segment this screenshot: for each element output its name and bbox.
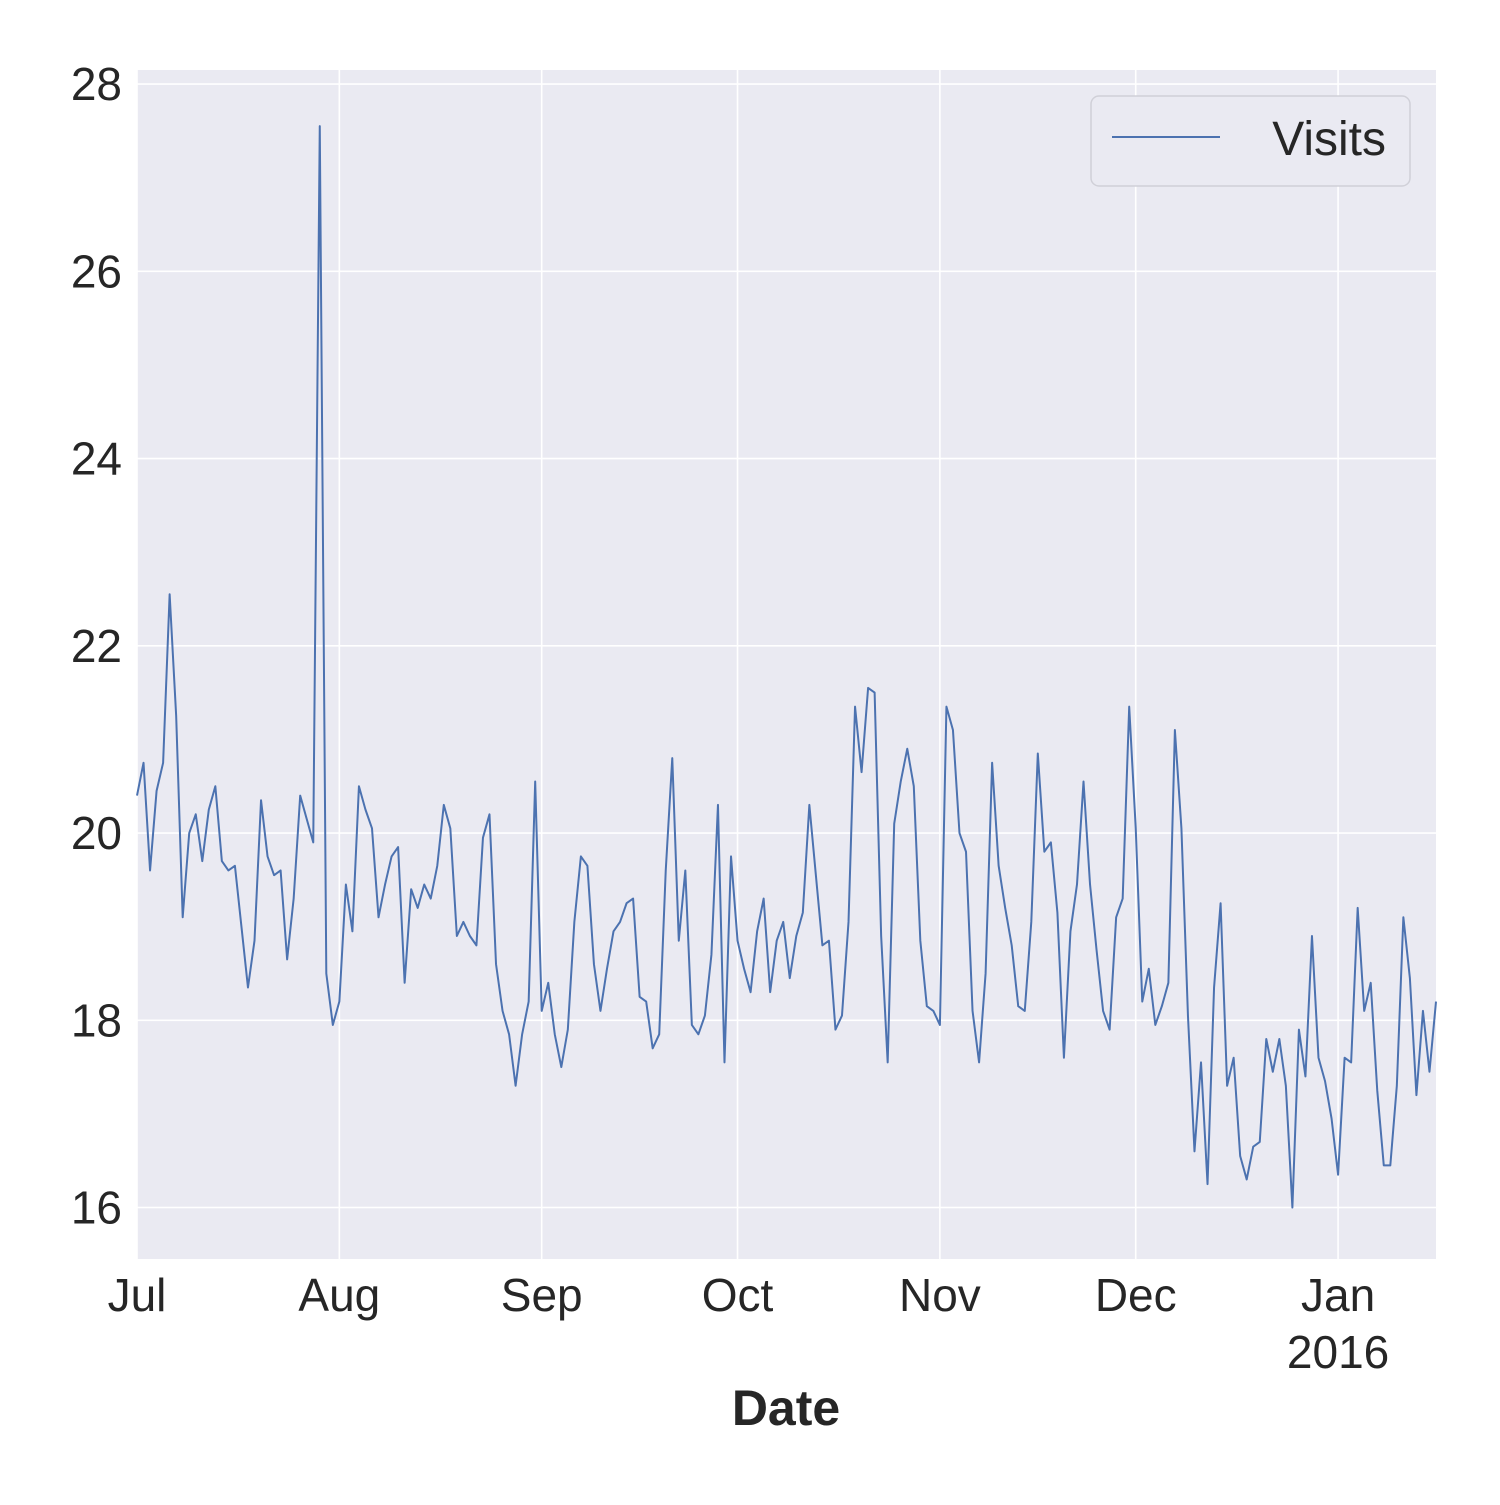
x-tick-label: Nov — [899, 1269, 981, 1321]
series-line-visits — [136, 125, 1437, 1209]
y-tick-label: 26 — [71, 245, 122, 297]
y-tick-label: 20 — [71, 807, 122, 859]
series-layer — [136, 125, 1437, 1209]
x-axis-label: Date — [732, 1380, 840, 1436]
plot-background — [137, 70, 1436, 1259]
y-tick-label: 18 — [71, 994, 122, 1046]
grid-lines — [136, 70, 1436, 1259]
y-tick-label: 22 — [71, 620, 122, 672]
y-tick-label: 24 — [71, 433, 122, 485]
legend: Visits — [1090, 95, 1411, 187]
legend-box — [1090, 95, 1411, 187]
y-tick-label: 16 — [71, 1182, 122, 1234]
y-tick-label: 28 — [71, 58, 122, 110]
x-tick-label: Jul — [108, 1269, 167, 1321]
x-tick-label: Oct — [702, 1269, 774, 1321]
x-tick-label: Dec — [1095, 1269, 1177, 1321]
y-axis-ticks: 16 18 20 22 24 26 28 — [71, 58, 122, 1233]
legend-label-visits: Visits — [1272, 113, 1386, 166]
x-tick-label: Sep — [501, 1269, 583, 1321]
x-tick-label: Aug — [298, 1269, 380, 1321]
x-tick-label: Jan — [1301, 1269, 1375, 1321]
x-tick-sublabel: 2016 — [1287, 1326, 1389, 1378]
